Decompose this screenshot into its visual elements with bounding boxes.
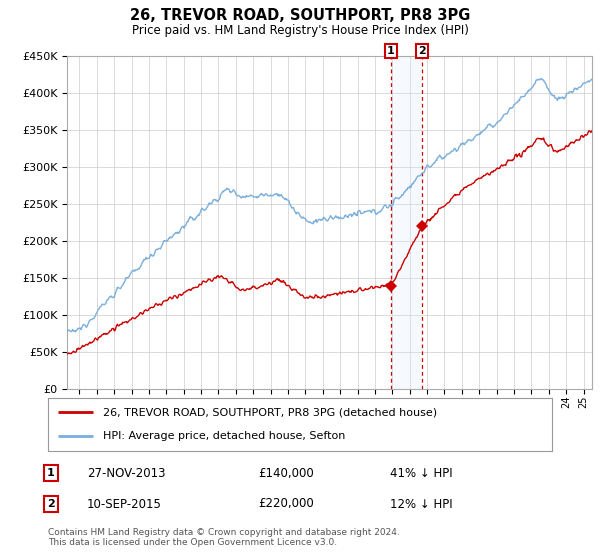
Text: 26, TREVOR ROAD, SOUTHPORT, PR8 3PG: 26, TREVOR ROAD, SOUTHPORT, PR8 3PG	[130, 8, 470, 24]
Text: 12% ↓ HPI: 12% ↓ HPI	[390, 497, 452, 511]
Bar	[391, 56, 422, 389]
Text: Price paid vs. HM Land Registry's House Price Index (HPI): Price paid vs. HM Land Registry's House …	[131, 24, 469, 37]
Text: HPI: Average price, detached house, Sefton: HPI: Average price, detached house, Seft…	[103, 431, 346, 441]
Text: £220,000: £220,000	[258, 497, 314, 511]
Text: 26, TREVOR ROAD, SOUTHPORT, PR8 3PG (detached house): 26, TREVOR ROAD, SOUTHPORT, PR8 3PG (det…	[103, 408, 437, 418]
Text: £140,000: £140,000	[258, 466, 314, 480]
Text: 1: 1	[47, 468, 55, 478]
Text: 2: 2	[418, 46, 425, 56]
Text: 27-NOV-2013: 27-NOV-2013	[87, 466, 166, 480]
Text: 2: 2	[47, 499, 55, 509]
Text: 41% ↓ HPI: 41% ↓ HPI	[390, 466, 452, 480]
Text: Contains HM Land Registry data © Crown copyright and database right 2024.
This d: Contains HM Land Registry data © Crown c…	[48, 528, 400, 547]
Text: 1: 1	[387, 46, 395, 56]
Text: 10-SEP-2015: 10-SEP-2015	[87, 497, 162, 511]
